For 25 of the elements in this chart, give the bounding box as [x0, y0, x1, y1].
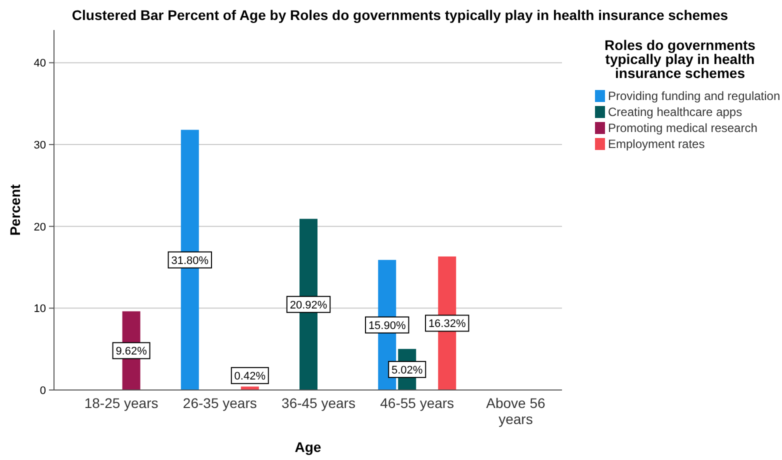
y-tick-label: 0 [40, 385, 46, 397]
data-label: 15.90% [368, 320, 406, 332]
y-axis-title: Percent [7, 184, 23, 236]
legend-label: Creating healthcare apps [608, 105, 742, 119]
data-label: 5.02% [392, 364, 423, 376]
y-tick-label: 20 [34, 221, 46, 234]
x-tick-label: Above 56 years [486, 395, 546, 427]
x-tick-label: 26-35 years [182, 395, 257, 411]
y-tick-label: 40 [34, 58, 46, 70]
data-label: 31.80% [171, 254, 209, 267]
x-tick-label: 18-25 years [84, 395, 158, 411]
legend-label: Promoting medical research [608, 121, 758, 135]
legend-label: Employment rates [608, 137, 705, 151]
legend-title: Roles do governments typically play in health insurance schemes [604, 37, 756, 81]
x-tick-label: 36-45 years [282, 395, 356, 411]
legend-label: Providing funding and regulation [608, 89, 780, 103]
chart-title: Clustered Bar Percent of Age by Roles do governments typically play in health insurance schemes [72, 7, 728, 23]
data-label: 16.32% [428, 318, 466, 330]
data-label: 20.92% [290, 299, 328, 312]
x-axis-title: Age [294, 439, 322, 455]
y-tick-label: 10 [34, 303, 46, 316]
y-tick-label: 30 [34, 140, 46, 152]
data-label: 0.42% [234, 370, 266, 383]
x-tick-label: 46-55 years [380, 395, 454, 411]
data-label: 9.62% [116, 346, 148, 358]
